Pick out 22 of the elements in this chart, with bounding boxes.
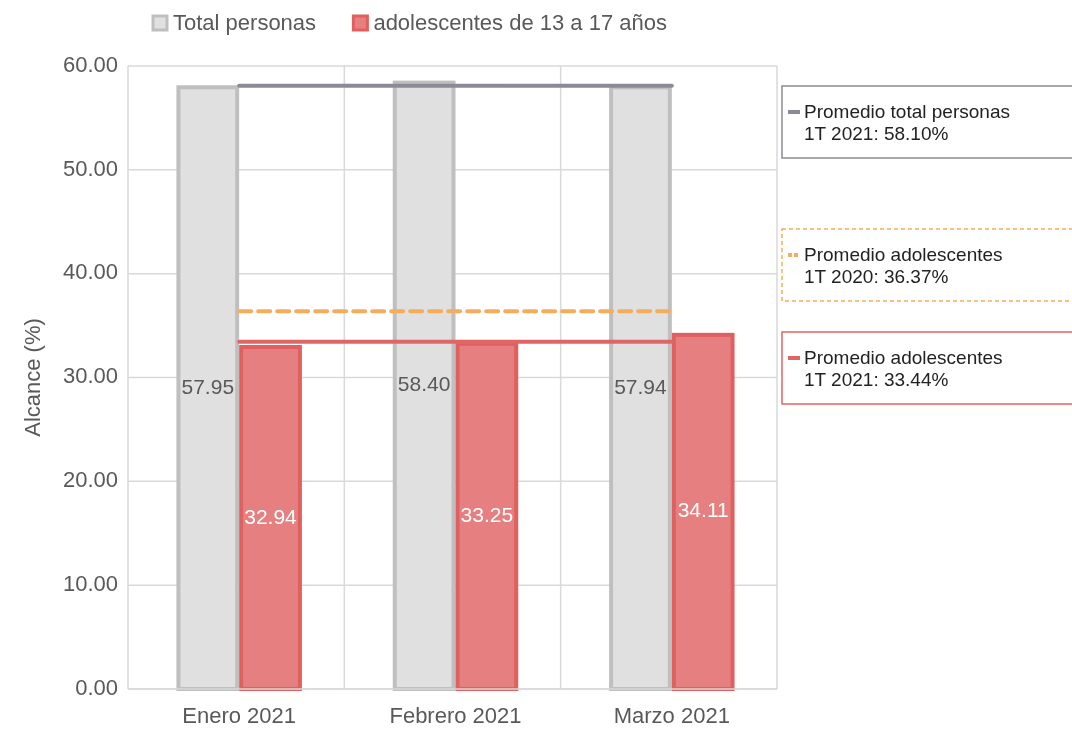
y-tick-label: 10.00 bbox=[62, 570, 118, 596]
x-tick-label: Febrero 2021 bbox=[389, 703, 522, 728]
data-label: 33.25 bbox=[460, 502, 514, 526]
data-label: 58.40 bbox=[397, 372, 451, 396]
data-label: 57.95 bbox=[181, 374, 235, 398]
legend-label: Promedio total personas 1T 2021: 58.10% bbox=[804, 101, 1010, 144]
legend-label: adolescentes de 13 a 17 años bbox=[373, 10, 667, 35]
y-tick-label: 60.00 bbox=[62, 51, 118, 77]
data-label: 32.94 bbox=[244, 504, 298, 528]
y-tick-label: 20.00 bbox=[62, 467, 118, 493]
legend-label: Promedio adolescentes 1T 2021: 33.44% bbox=[804, 347, 1003, 390]
y-tick-label: 30.00 bbox=[62, 363, 118, 389]
data-label: 57.94 bbox=[614, 374, 668, 398]
y-tick-label: 0.00 bbox=[75, 674, 118, 700]
x-tick-label: Marzo 2021 bbox=[613, 703, 730, 728]
legend-label: Total personas bbox=[173, 10, 317, 35]
legend-label: Promedio adolescentes 1T 2020: 36.37% bbox=[804, 244, 1003, 287]
y-tick-label: 40.00 bbox=[62, 259, 118, 285]
y-tick-label: 50.00 bbox=[62, 155, 118, 181]
y-axis-title: Alcance (%) bbox=[20, 318, 45, 437]
data-label: 34.11 bbox=[677, 498, 729, 522]
x-tick-label: Enero 2021 bbox=[182, 703, 297, 728]
